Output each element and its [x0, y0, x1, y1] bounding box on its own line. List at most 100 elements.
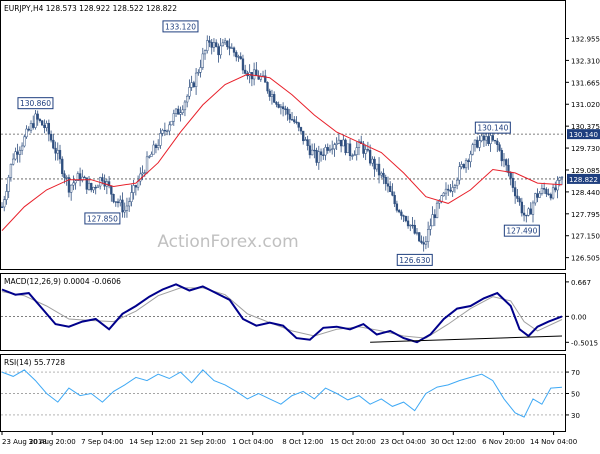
candle-body	[150, 153, 153, 157]
candle-body	[418, 232, 421, 242]
candle-body	[181, 109, 184, 114]
candle-body	[337, 139, 341, 144]
time-tick-label: 14 Sep 12:00	[129, 438, 176, 446]
candle-body	[389, 185, 392, 192]
candle-body	[295, 121, 298, 124]
candle-body	[54, 147, 57, 154]
candle-body	[212, 42, 216, 48]
candle-body	[353, 154, 356, 156]
candle-body	[322, 154, 325, 156]
candle-body	[422, 242, 425, 245]
candle-body	[284, 108, 287, 110]
candle-body	[152, 144, 155, 155]
candle-body	[3, 199, 6, 208]
candle-body	[529, 208, 532, 215]
candle-body	[317, 151, 320, 163]
candle-body	[83, 176, 86, 179]
candle-body	[406, 220, 410, 227]
candle-body	[128, 201, 131, 207]
price-tick-label: 130.375	[571, 123, 600, 131]
candle-body	[362, 143, 365, 154]
price-annotation-box	[84, 212, 121, 225]
candle-body	[308, 145, 312, 156]
candle-body	[288, 113, 291, 120]
candle-body	[433, 214, 436, 219]
candle-body	[310, 149, 314, 156]
price-tick-label: 132.955	[571, 36, 600, 44]
candle-body	[273, 94, 276, 103]
candle-body	[478, 140, 481, 148]
candle-body	[543, 188, 546, 190]
candle-body	[0, 206, 4, 208]
candle-body	[168, 124, 171, 132]
candle-body	[219, 45, 222, 56]
level-price-box	[567, 129, 600, 140]
candle-body	[342, 139, 345, 147]
candle-body	[244, 69, 247, 74]
level-price-box	[567, 173, 600, 184]
candle-body	[440, 195, 443, 202]
macd-signal-line	[1, 287, 563, 339]
candle-body	[453, 185, 457, 188]
rsi-tick-label: 50	[571, 391, 580, 399]
candle-body	[87, 182, 91, 190]
candle-body	[74, 180, 77, 184]
candle-body	[161, 129, 164, 134]
candle-body	[522, 212, 526, 216]
candle-body	[252, 69, 256, 80]
macd-title: MACD(12,26,9) 0.0004 -0.0606	[4, 277, 121, 286]
candle-body	[174, 108, 178, 114]
time-tick-label: 21 Sep 20:00	[179, 438, 226, 446]
candle-body	[551, 187, 555, 199]
price-annotation-label: 130.860	[20, 99, 51, 108]
candle-body	[43, 124, 46, 128]
candle-body	[264, 75, 267, 83]
candle-body	[545, 189, 548, 195]
candle-body	[132, 185, 135, 193]
candle-body	[34, 113, 37, 128]
candle-body	[32, 123, 35, 128]
candle-body	[5, 191, 8, 200]
candle-body	[482, 135, 486, 141]
candle-body	[20, 145, 24, 151]
candle-body	[154, 144, 158, 148]
time-tick-label: 6 Nov 20:00	[482, 438, 525, 446]
candle-body	[502, 159, 506, 162]
candle-body	[14, 151, 17, 160]
candle-body	[328, 148, 332, 151]
candle-body	[45, 123, 48, 128]
candle-body	[286, 108, 289, 115]
candle-body	[516, 195, 519, 199]
candle-body	[527, 208, 530, 216]
candle-body	[7, 177, 10, 192]
candle-body	[393, 195, 396, 205]
candle-body	[556, 180, 559, 191]
candle-body	[114, 201, 117, 203]
time-tick-label: 15 Oct 20:00	[330, 438, 376, 446]
candle-body	[56, 150, 59, 154]
candle-body	[534, 193, 537, 204]
candle-body	[190, 82, 193, 88]
candle-body	[217, 46, 220, 56]
candle-body	[424, 241, 428, 245]
candle-body	[250, 72, 254, 80]
candle-body	[226, 40, 229, 48]
price-annotation-label: 126.630	[399, 256, 430, 265]
candle-body	[163, 129, 167, 132]
candle-body	[270, 94, 274, 97]
candle-body	[255, 69, 258, 76]
candle-body	[116, 201, 120, 204]
candle-body	[277, 104, 280, 108]
price-annotation-box	[162, 20, 199, 33]
candle-body	[9, 163, 13, 178]
candle-body	[96, 185, 100, 188]
candle-body	[366, 149, 370, 151]
candle-body	[172, 113, 175, 122]
price-tick-label: 132.310	[571, 57, 600, 65]
candle-body	[101, 177, 104, 182]
candle-body	[183, 101, 187, 111]
candle-body	[112, 193, 115, 202]
candle-body	[239, 56, 242, 60]
rsi-panel-frame	[0, 354, 566, 432]
candle-body	[159, 133, 162, 146]
